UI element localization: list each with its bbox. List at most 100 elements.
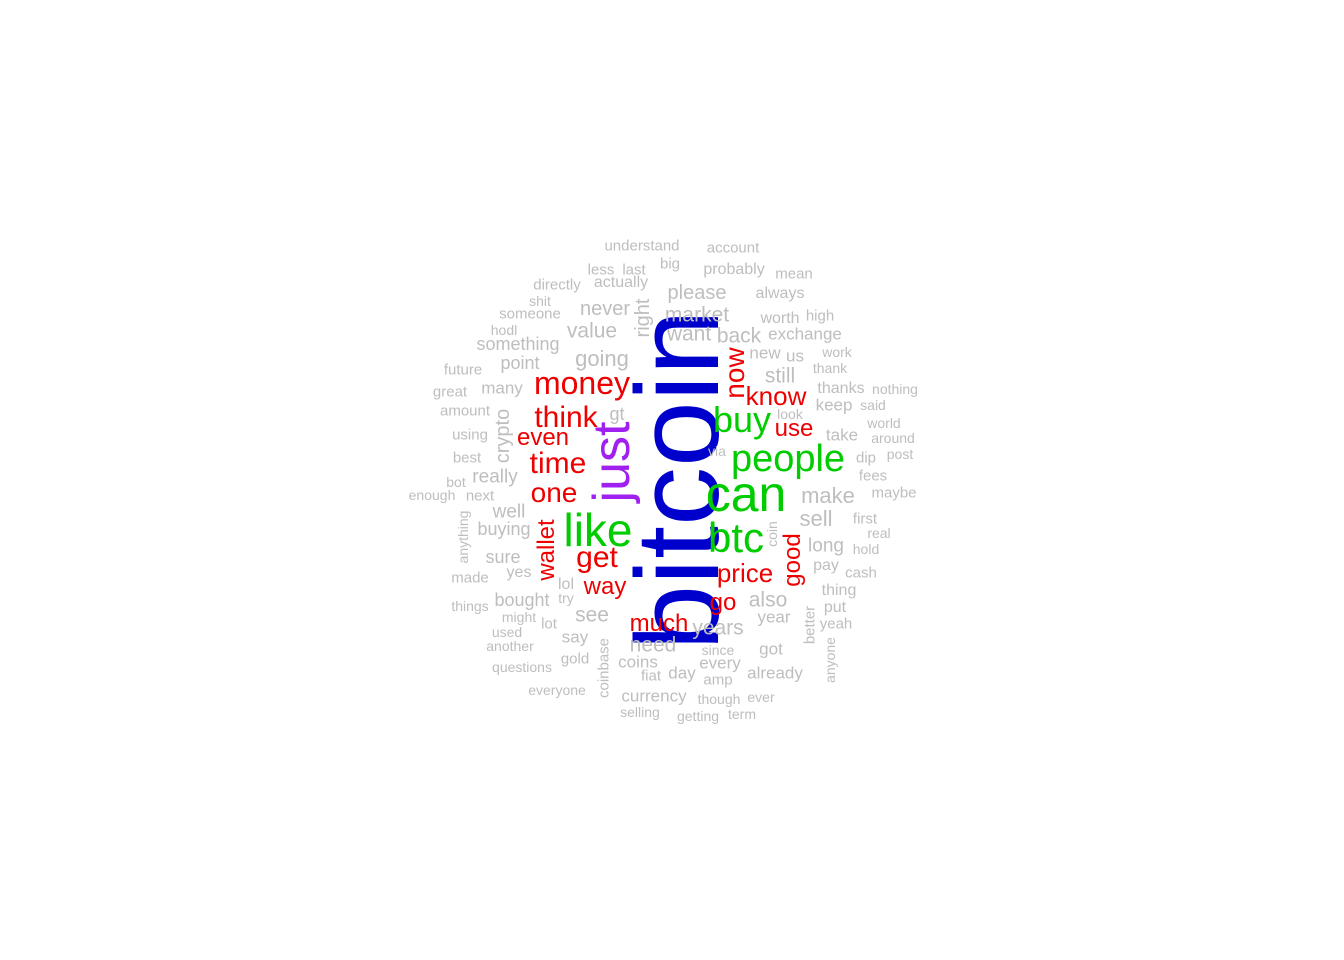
word-post: post <box>886 446 914 462</box>
word-please: please <box>667 282 727 304</box>
word-want: want <box>666 322 712 346</box>
word-way: way <box>583 573 627 600</box>
word-much: much <box>629 610 689 637</box>
word-like: like <box>563 504 633 556</box>
word-gt: gt <box>609 404 625 424</box>
word-currency: currency <box>621 686 687 706</box>
word-thing: thing <box>821 582 857 599</box>
word-made: made <box>451 569 489 587</box>
word-wallet: wallet <box>533 519 560 581</box>
word-price: price <box>716 558 774 588</box>
word-maybe: maybe <box>871 484 917 502</box>
word-less: less <box>587 261 615 279</box>
word-real: real <box>867 525 891 541</box>
word-coinbase: coinbase <box>595 637 613 699</box>
word-anyone: anyone <box>822 637 838 683</box>
word-selling: selling <box>620 704 660 720</box>
word-enough: enough <box>408 487 456 503</box>
word-even: even <box>516 424 570 451</box>
word-last: last <box>622 261 646 279</box>
word-go: go <box>709 589 737 616</box>
word-point: point <box>500 353 540 373</box>
word-might: might <box>501 609 537 625</box>
word-using: using <box>452 426 488 444</box>
word-understand: understand <box>604 237 680 255</box>
word-keep: keep <box>815 395 853 415</box>
word-make: make <box>801 483 855 508</box>
word-already: already <box>747 663 803 683</box>
word-still: still <box>764 364 796 388</box>
word-used: used <box>491 624 523 640</box>
word-put: put <box>823 599 847 616</box>
word-yeah: yeah <box>819 615 853 633</box>
word-coins: coins <box>618 652 658 672</box>
word-things: things <box>451 598 489 614</box>
word-value: value <box>566 319 618 343</box>
word-something: something <box>476 334 560 354</box>
word-though: though <box>697 691 741 707</box>
word-hold: hold <box>852 541 880 557</box>
word-questions: questions <box>492 659 552 675</box>
word-high: high <box>805 307 835 325</box>
word-better: better <box>801 605 819 645</box>
word-buy: buy <box>712 399 772 440</box>
word-always: always <box>755 285 805 302</box>
word-years: years <box>692 616 744 640</box>
word-next: next <box>465 487 495 505</box>
word-pay: pay <box>813 557 839 574</box>
word-many: many <box>481 378 523 398</box>
word-say: say <box>561 627 589 647</box>
word-amp: amp <box>703 671 733 689</box>
word-got: got <box>759 639 783 659</box>
word-take: take <box>825 425 859 445</box>
word-back: back <box>716 324 762 348</box>
word-long: long <box>808 535 844 557</box>
word-shit: shit <box>529 293 551 309</box>
word-btc: btc <box>707 514 765 561</box>
word-also: also <box>748 588 788 612</box>
word-around: around <box>871 430 915 446</box>
word-right: right <box>632 298 654 338</box>
word-thanks: thanks <box>817 380 865 397</box>
word-hodl: hodl <box>490 322 518 338</box>
word-term: term <box>728 706 756 722</box>
word-ever: ever <box>747 689 775 705</box>
word-first: first <box>852 510 878 528</box>
word-probably: probably <box>703 261 765 278</box>
word-gold: gold <box>560 650 590 668</box>
word-account: account <box>706 239 760 257</box>
word-great: great <box>432 383 468 401</box>
word-one: one <box>530 477 578 508</box>
word-thank: thank <box>812 360 848 376</box>
word-new: new <box>749 343 781 363</box>
word-lot: lot <box>541 615 557 633</box>
word-amount: amount <box>439 402 491 420</box>
word-money: money <box>533 365 631 401</box>
word-best: best <box>452 449 482 467</box>
word-world: world <box>867 415 901 431</box>
word-going: going <box>575 346 629 371</box>
word-dip: dip <box>855 449 877 467</box>
word-day: day <box>668 663 696 683</box>
word-fees: fees <box>858 467 888 485</box>
word-mean: mean <box>775 265 813 283</box>
word-crypto: crypto <box>492 408 514 464</box>
word-good: good <box>779 533 806 587</box>
word-use: use <box>774 415 814 442</box>
word-us: us <box>786 346 804 366</box>
word-know: know <box>745 381 807 411</box>
word-sure: sure <box>485 547 521 567</box>
word-anything: anything <box>455 510 471 564</box>
word-worth: worth <box>760 310 800 327</box>
word-bought: bought <box>494 590 550 610</box>
word-buying: buying <box>477 519 531 539</box>
word-said: said <box>860 397 886 413</box>
word-everyone: everyone <box>528 682 586 698</box>
word-yes: yes <box>506 564 532 581</box>
word-think: think <box>534 401 598 434</box>
word-lol: lol <box>557 576 575 593</box>
word-since: since <box>701 642 735 658</box>
word-nothing: nothing <box>872 381 918 397</box>
word-time: time <box>529 447 587 480</box>
word-people: people <box>730 438 846 480</box>
